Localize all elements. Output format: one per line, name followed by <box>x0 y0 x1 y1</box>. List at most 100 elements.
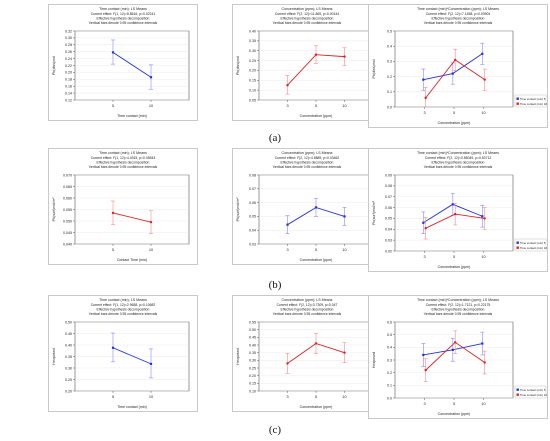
row-label-c: (c) <box>268 424 282 436</box>
chart-subtitle: Vertical bars denote 0.95 confidence int… <box>424 312 493 316</box>
y-tick-label: 0.040 <box>63 242 72 246</box>
y-tick-label: 0.24 <box>65 57 72 61</box>
x-tick-label: 3 <box>286 104 288 108</box>
x-tick-label: 3 <box>286 395 288 399</box>
y-tick-label: 0.1 <box>387 384 392 388</box>
y-axis-label: Pb(diss)mol <box>236 56 240 75</box>
y-tick-label: 0.6 <box>387 320 392 324</box>
chart-panel-c2: Concentration (ppm); LS Means Current eff… <box>232 295 382 412</box>
x-axis-label: Concentration (ppm) <box>438 412 471 416</box>
chart-subtitle: Vertical bars denote 0.95 confidence int… <box>89 165 158 169</box>
legend-label: Time contact (min) 10 <box>520 246 547 250</box>
y-tick-label: 0.20 <box>249 374 256 378</box>
chart-panel-b1: Time contact (min); LS Means Current effe… <box>48 148 198 265</box>
plot-area <box>394 30 514 108</box>
data-point <box>314 53 318 56</box>
y-tick-label: 0.3 <box>387 60 392 64</box>
x-tick-label: 5 <box>453 255 455 259</box>
data-point <box>422 353 425 357</box>
y-tick-label: 0.09 <box>385 173 392 177</box>
y-tick-label: 0.30 <box>65 366 72 370</box>
chart-subtitle: Current effect: F(1, 12)=8.8616, p=0.022… <box>91 12 156 16</box>
x-tick-label: 5 <box>315 395 317 399</box>
data-point <box>314 342 318 345</box>
legend-box <box>514 238 547 252</box>
x-tick-label: 3 <box>423 255 425 259</box>
y-tick-label: 0.08 <box>385 184 392 188</box>
data-point <box>483 361 486 364</box>
x-tick-label: 5 <box>112 395 114 399</box>
y-axis-label: Hexposed <box>372 352 376 368</box>
chart-svg: Time contact (min)*Concentration (ppm); … <box>372 7 547 125</box>
y-tick-label: 0.40 <box>249 343 256 347</box>
y-tick-label: 0.05 <box>249 215 256 219</box>
chart-panel-c3: Time contact (min)*Concentration (ppm); … <box>368 295 548 419</box>
chart-subtitle: Vertical bars denote 0.95 confidence int… <box>273 312 342 316</box>
legend-label: Time contact (min) 10 <box>520 393 547 397</box>
data-point <box>424 96 427 100</box>
legend-swatch <box>516 246 519 249</box>
y-tick-label: 0.35 <box>249 351 256 355</box>
y-tick-label: 0.4 <box>387 346 392 350</box>
data-point <box>149 76 153 79</box>
data-point <box>454 212 457 216</box>
y-tick-label: 0.060 <box>63 196 72 200</box>
data-point <box>286 84 289 87</box>
chart-subtitle: Current effect: F(2, 12)=4.5889, p=0.034… <box>275 156 340 160</box>
y-tick-label: 0.16 <box>65 85 72 89</box>
chart-subtitle: Effective hypothesis decomposition <box>97 17 150 21</box>
data-point <box>343 351 346 354</box>
series-line <box>112 52 152 78</box>
chart-subtitle: Vertical bars denote 0.95 confidence int… <box>89 21 158 25</box>
data-point <box>111 211 115 215</box>
chart-panel-c1: Time contact (min); LS Means Current effe… <box>48 295 198 412</box>
y-tick-label: 0.04 <box>385 228 392 232</box>
data-point <box>483 78 486 81</box>
data-point <box>422 221 425 224</box>
row-label-b: (b) <box>268 279 282 291</box>
y-tick-label: 0.04 <box>249 229 256 233</box>
x-axis-label: Contact Time (min) <box>117 258 147 262</box>
x-tick-label: 10 <box>481 255 485 259</box>
x-axis-label: Concentration (ppm) <box>438 265 471 269</box>
chart-title: Time contact (min); LS Means <box>99 298 147 302</box>
data-point <box>343 215 346 218</box>
legend-label: Time contact (min) 5 <box>520 388 546 392</box>
x-tick-label: 5 <box>112 248 114 252</box>
chart-title: Concentration (ppm); LS Means <box>282 151 333 155</box>
data-point <box>481 215 484 218</box>
data-point <box>424 227 427 230</box>
chart-panel-a2: Concentration (ppm); LS Means Current eff… <box>232 4 382 121</box>
chart-title: Concentration (ppm); LS Means <box>282 298 333 302</box>
y-tick-label: 0.40 <box>65 343 72 347</box>
y-tick-label: 0.25 <box>65 378 72 382</box>
legend-swatch <box>516 393 519 396</box>
chart-title: Time contact (min)*Concentration (ppm); … <box>417 151 499 155</box>
plot-area <box>258 321 374 392</box>
y-tick-label: 0.08 <box>249 173 256 177</box>
chart-subtitle: Effective hypothesis decomposition <box>281 161 334 165</box>
chart-subtitle: Effective hypothesis decomposition <box>281 308 334 312</box>
legend-box <box>514 385 547 399</box>
plot-area <box>258 30 374 101</box>
legend-label: Time contact (min) 5 <box>520 97 546 101</box>
y-tick-label: 0.40 <box>249 29 256 33</box>
x-tick-label: 10 <box>149 395 153 399</box>
chart-title: Time contact (min)*Concentration (ppm); … <box>417 298 499 302</box>
y-tick-label: 0.070 <box>63 173 72 177</box>
y-tick-label: 0.20 <box>65 71 72 75</box>
x-tick-label: 5 <box>315 248 317 252</box>
y-tick-label: 0.45 <box>249 336 256 340</box>
y-tick-label: 0.50 <box>249 328 256 332</box>
x-tick-label: 10 <box>481 111 485 115</box>
data-point <box>314 206 318 209</box>
x-tick-label: 5 <box>453 111 455 115</box>
y-tick-label: 0.10 <box>249 88 256 92</box>
y-tick-label: 0.065 <box>63 185 72 189</box>
y-tick-label: 0.07 <box>385 195 392 199</box>
data-point <box>483 217 486 220</box>
